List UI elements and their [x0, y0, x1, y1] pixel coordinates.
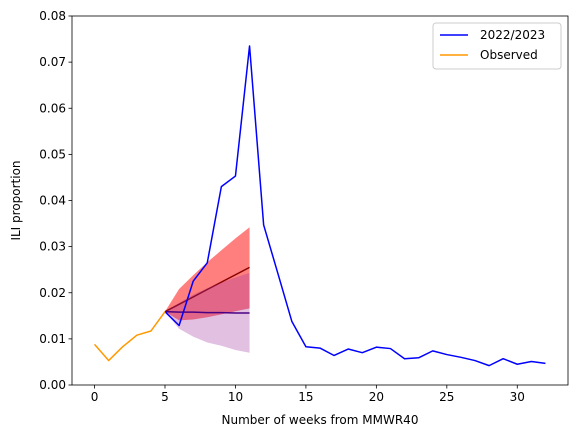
x-tick-label: 10 [228, 390, 243, 404]
y-tick-label: 0.05 [39, 147, 66, 161]
y-tick-label: 0.04 [39, 194, 66, 208]
y-tick-label: 0.03 [39, 240, 66, 254]
x-tick-label: 15 [298, 390, 313, 404]
forecast-median-line-0 [164, 266, 250, 313]
y-tick-label: 0.01 [39, 332, 66, 346]
y-tick-label: 0.06 [39, 101, 66, 115]
y-axis-label: ILI proportion [9, 160, 23, 240]
x-tick-label: 25 [439, 390, 454, 404]
series-lines [93, 45, 546, 367]
forecast-median-line-1 [164, 310, 250, 314]
y-tick-label: 0.08 [39, 9, 66, 23]
y-tick-label: 0.02 [39, 286, 66, 300]
series-line-1 [93, 311, 166, 362]
forecast-bands [164, 227, 250, 353]
x-tick-label: 0 [91, 390, 99, 404]
x-tick-label: 30 [510, 390, 525, 404]
legend: 2022/2023 Observed [432, 22, 562, 70]
legend-label-2022-2023: 2022/2023 [480, 28, 545, 42]
legend-label-observed: Observed [480, 48, 538, 62]
y-tick-label: 0.00 [39, 378, 66, 392]
x-tick-label: 5 [161, 390, 169, 404]
x-tick-label: 20 [369, 390, 384, 404]
y-tick-label: 0.07 [39, 55, 66, 69]
x-axis-label: Number of weeks from MMWR40 [222, 413, 419, 427]
series-line-0 [164, 45, 546, 367]
axes: 0 5 10 15 20 25 30 0.00 0.01 0.02 0.03 0.04 0.05 0.06… [39, 9, 569, 404]
forecast-band-0 [165, 227, 250, 321]
